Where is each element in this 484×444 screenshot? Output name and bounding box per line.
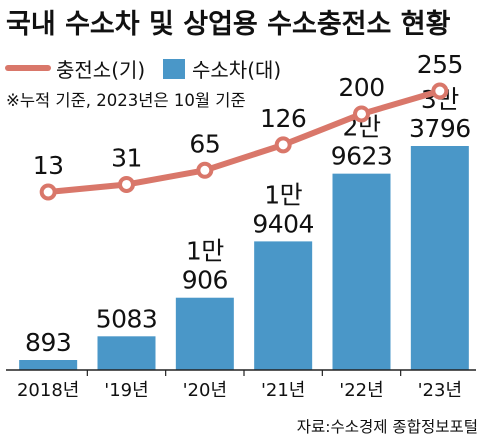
x-tick-label: '21년 xyxy=(261,380,305,401)
bar-value-label: 906 xyxy=(182,266,228,295)
line-point xyxy=(431,82,449,100)
line-point xyxy=(118,175,135,193)
x-tick-label: '23년 xyxy=(418,380,462,401)
line-value-label: 126 xyxy=(260,104,306,133)
bar-labels: 89350831만9061만94042만96233만3796 xyxy=(25,85,471,357)
legend-bar-swatch xyxy=(163,59,185,79)
line-point xyxy=(39,183,57,201)
line-value-label: 31 xyxy=(111,143,142,172)
bar xyxy=(97,336,156,370)
line-value-label: 255 xyxy=(417,50,463,79)
line-value-label: 200 xyxy=(338,73,384,102)
bar xyxy=(332,173,391,370)
bar-value-label: 3796 xyxy=(409,114,471,143)
line-value-label: 13 xyxy=(33,151,64,180)
bar xyxy=(175,297,234,370)
legend: 충전소(기) 수소차(대) xyxy=(5,58,281,82)
x-tick-label: '22년 xyxy=(339,380,383,401)
bar xyxy=(410,146,469,370)
bar xyxy=(254,241,313,370)
bar-value-label: 893 xyxy=(25,328,71,357)
line-point xyxy=(274,136,292,154)
chart-source: 자료:수소경제 종합정보포털 xyxy=(297,418,478,436)
bar-value-label: 1만 xyxy=(186,237,224,266)
line-point xyxy=(196,161,214,179)
bar-value-label: 9404 xyxy=(252,209,314,238)
line-labels: 13 31 65 126 200 255 xyxy=(33,50,464,180)
chart-note: ※누적 기준, 2023년은 10월 기준 xyxy=(6,91,246,110)
bar-value-label: 5083 xyxy=(96,304,158,333)
line-point xyxy=(353,105,370,123)
bar-value-label: 9623 xyxy=(331,142,393,171)
legend-bar-label: 수소차(대) xyxy=(192,58,281,82)
bar xyxy=(19,360,78,370)
chart-title: 국내 수소차 및 상업용 수소충전소 현황 xyxy=(6,9,451,40)
bar-value-label: 1만 xyxy=(264,180,302,209)
x-tick-label: '20년 xyxy=(183,380,227,401)
line-series xyxy=(39,82,449,201)
bars xyxy=(19,146,469,370)
x-tick-label: '19년 xyxy=(104,380,148,401)
line-value-label: 65 xyxy=(189,129,220,158)
line-path xyxy=(45,88,443,195)
x-axis-ticks: 2018년 '19년 '20년 '21년 '22년 '23년 xyxy=(17,370,462,401)
x-tick-label: 2018년 xyxy=(17,380,79,401)
legend-line-label: 충전소(기) xyxy=(56,58,145,82)
